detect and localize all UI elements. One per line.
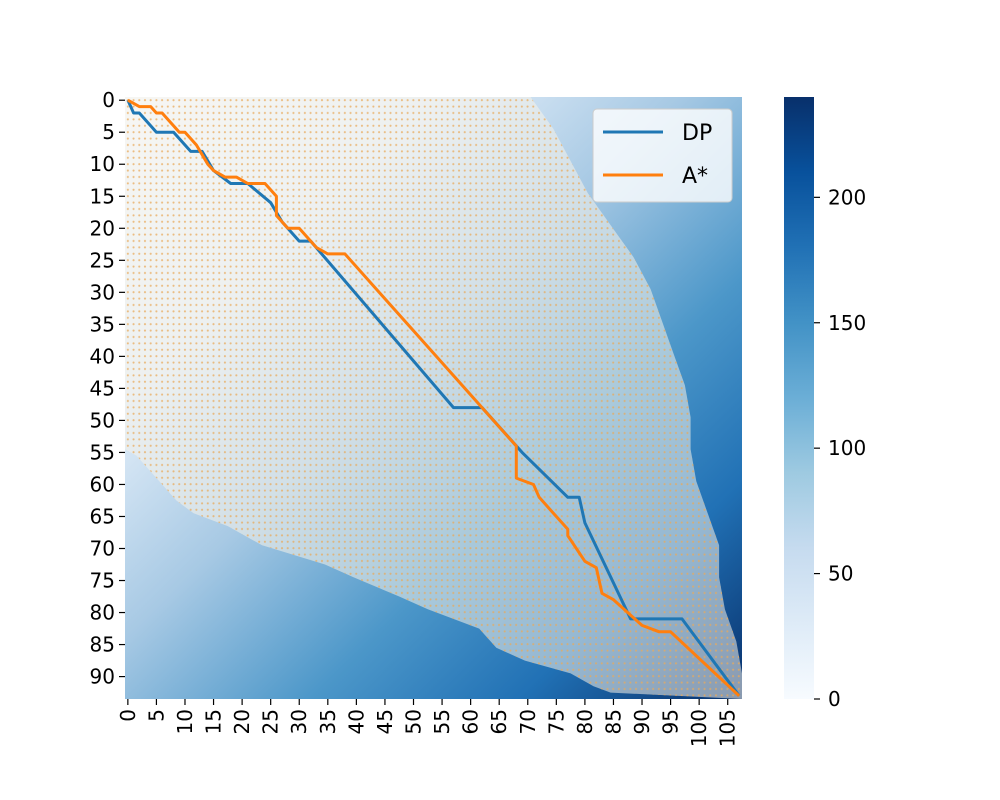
y-tick-label: 70 — [90, 537, 115, 561]
y-tick-label: 45 — [90, 376, 115, 400]
y-tick-label: 60 — [90, 472, 115, 496]
path-lines — [126, 98, 741, 697]
colorbar-tick-label: 100 — [828, 436, 866, 460]
colorbar-tick-label: 50 — [828, 562, 853, 586]
x-tick-label: 65 — [487, 709, 511, 734]
x-tick-label: 15 — [202, 709, 226, 734]
x-axis: 0 5 10 15 20 25 30 35 40 45 50 55 60 65 70 75 80 85 90 95 10… — [116, 699, 740, 747]
y-tick-label: 75 — [90, 569, 115, 593]
x-tick-label: 45 — [373, 709, 397, 734]
legend-dp-label: DP — [682, 121, 712, 146]
y-axis: 0 5 10 15 20 25 30 35 40 45 50 55 60 65 70 75 80 85 90 — [90, 88, 125, 689]
colorbar-tick-label: 0 — [828, 687, 841, 711]
x-tick-label: 80 — [573, 709, 597, 734]
y-tick-label: 85 — [90, 633, 115, 657]
x-tick-label: 5 — [144, 709, 168, 722]
y-tick-label: 50 — [90, 408, 115, 432]
y-tick-label: 30 — [90, 280, 115, 304]
legend: DP A* — [592, 108, 733, 203]
legend-astar-label: A* — [682, 164, 708, 189]
y-tick-label: 55 — [90, 440, 115, 464]
x-tick-label: 25 — [259, 709, 283, 734]
y-tick-label: 35 — [90, 312, 115, 336]
y-tick-label: 0 — [102, 88, 115, 112]
x-tick-label: 55 — [430, 709, 454, 734]
y-tick-label: 80 — [90, 601, 115, 625]
colorbar-tick-label: 150 — [828, 311, 866, 335]
colorbar-ticks: 0 50 100 150 200 — [814, 185, 866, 711]
colorbar-tick-label: 200 — [828, 185, 866, 209]
x-tick-label: 10 — [173, 709, 197, 734]
y-tick-label: 25 — [90, 248, 115, 272]
x-tick-label: 95 — [659, 709, 683, 734]
series-line-astar — [127, 98, 741, 697]
x-tick-label: 75 — [544, 709, 568, 734]
x-tick-label: 60 — [459, 709, 483, 734]
x-tick-label: 20 — [230, 709, 254, 734]
x-tick-label: 90 — [630, 709, 654, 734]
colorbar — [784, 97, 814, 699]
x-tick-label: 85 — [602, 709, 626, 734]
x-tick-label: 100 — [687, 709, 711, 747]
explored-region-dots — [125, 97, 742, 699]
x-tick-label: 30 — [287, 709, 311, 734]
y-tick-label: 5 — [102, 120, 115, 144]
y-tick-label: 15 — [90, 184, 115, 208]
x-tick-label: 0 — [116, 709, 140, 722]
y-tick-label: 90 — [90, 665, 115, 689]
y-tick-label: 20 — [90, 216, 115, 240]
y-tick-label: 40 — [90, 344, 115, 368]
explored-region-layer — [125, 97, 742, 699]
x-tick-label: 50 — [402, 709, 426, 734]
y-tick-label: 10 — [90, 152, 115, 176]
y-tick-label: 65 — [90, 504, 115, 528]
x-tick-label: 35 — [316, 709, 340, 734]
x-tick-label: 40 — [344, 709, 368, 734]
x-tick-label: 70 — [516, 709, 540, 734]
x-tick-label: 105 — [716, 709, 740, 747]
